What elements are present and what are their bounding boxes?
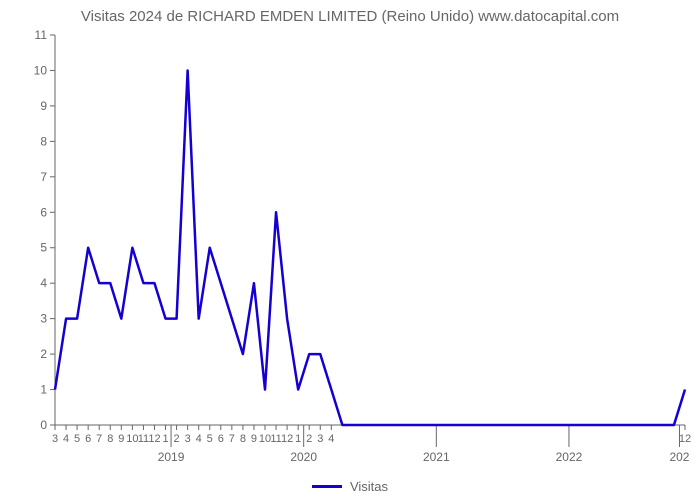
svg-text:5: 5 — [40, 241, 47, 255]
chart-container: Visitas 2024 de RICHARD EMDEN LIMITED (R… — [0, 0, 700, 500]
svg-text:1: 1 — [162, 433, 168, 445]
svg-text:11: 11 — [35, 28, 48, 42]
svg-text:202: 202 — [669, 450, 689, 464]
svg-text:10: 10 — [259, 433, 271, 445]
svg-text:2021: 2021 — [423, 450, 450, 464]
svg-text:8: 8 — [107, 433, 113, 445]
svg-text:4: 4 — [328, 433, 334, 445]
line-chart: 0123456789101134567891011121234567891011… — [0, 0, 700, 500]
svg-text:2: 2 — [174, 433, 180, 445]
svg-text:1: 1 — [40, 383, 47, 397]
svg-text:7: 7 — [96, 433, 102, 445]
svg-text:2022: 2022 — [556, 450, 583, 464]
legend: Visitas — [0, 479, 700, 494]
svg-text:9: 9 — [40, 99, 47, 113]
svg-text:2019: 2019 — [158, 450, 185, 464]
svg-text:4: 4 — [40, 276, 47, 290]
svg-text:8: 8 — [240, 433, 246, 445]
svg-text:7: 7 — [40, 170, 47, 184]
svg-text:5: 5 — [207, 433, 213, 445]
svg-text:2: 2 — [40, 347, 47, 361]
svg-text:5: 5 — [74, 433, 80, 445]
svg-text:3: 3 — [185, 433, 191, 445]
svg-text:7: 7 — [229, 433, 235, 445]
svg-text:12: 12 — [679, 433, 691, 445]
svg-text:1: 1 — [295, 433, 301, 445]
svg-text:12: 12 — [281, 433, 293, 445]
svg-text:4: 4 — [63, 433, 69, 445]
svg-text:6: 6 — [218, 433, 224, 445]
svg-text:3: 3 — [40, 312, 47, 326]
svg-text:12: 12 — [148, 433, 160, 445]
svg-text:8: 8 — [40, 134, 47, 148]
svg-text:0: 0 — [40, 418, 47, 432]
svg-text:10: 10 — [126, 433, 138, 445]
legend-label: Visitas — [350, 479, 388, 494]
svg-text:9: 9 — [251, 433, 257, 445]
svg-text:3: 3 — [317, 433, 323, 445]
svg-text:2: 2 — [306, 433, 312, 445]
svg-text:4: 4 — [196, 433, 202, 445]
legend-swatch — [312, 485, 342, 488]
svg-text:6: 6 — [40, 205, 47, 219]
chart-title: Visitas 2024 de RICHARD EMDEN LIMITED (R… — [0, 8, 700, 25]
svg-text:10: 10 — [34, 63, 48, 77]
svg-text:3: 3 — [52, 433, 58, 445]
svg-text:9: 9 — [118, 433, 124, 445]
svg-text:6: 6 — [85, 433, 91, 445]
svg-text:2020: 2020 — [290, 450, 317, 464]
